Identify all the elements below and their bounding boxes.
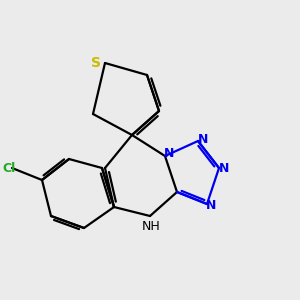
Text: N: N	[219, 161, 230, 175]
Text: N: N	[164, 147, 175, 160]
Text: N: N	[198, 133, 208, 146]
Text: NH: NH	[142, 220, 161, 233]
Text: S: S	[91, 56, 101, 70]
Text: Cl: Cl	[2, 161, 16, 175]
Text: N: N	[206, 199, 217, 212]
